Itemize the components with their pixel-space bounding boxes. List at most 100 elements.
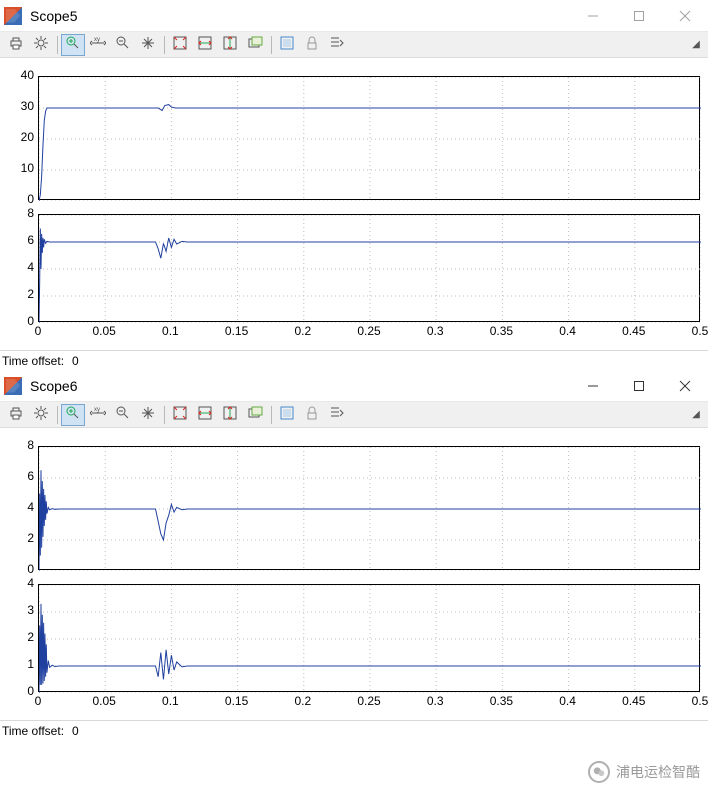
pan-icon [140, 405, 156, 424]
y-tick-label: 3 [4, 603, 34, 617]
print-button[interactable] [4, 34, 28, 56]
scale-x-icon [197, 405, 213, 424]
x-tick-label: 0.25 [354, 694, 384, 708]
plot-area: 024680123400.050.10.150.20.250.30.350.40… [0, 428, 708, 720]
autoscale-icon [172, 35, 188, 54]
settings-gear-button[interactable] [29, 34, 53, 56]
y-tick-label: 2 [4, 531, 34, 545]
scale-x-icon [197, 35, 213, 54]
zoom-in-icon [65, 405, 81, 424]
time-offset-value: 0 [72, 724, 79, 738]
plot-area: 0102030400246800.050.10.150.20.250.30.35… [0, 58, 708, 350]
lock-icon [304, 35, 320, 54]
signal-selector-button[interactable] [325, 34, 349, 56]
x-tick-label: 0.45 [619, 324, 649, 338]
scale-x-button[interactable] [193, 34, 217, 56]
autoscale-button[interactable] [168, 404, 192, 426]
y-tick-label: 30 [4, 99, 34, 113]
y-tick-label: 4 [4, 260, 34, 274]
window-title: Scope5 [30, 8, 77, 24]
zoom-xy-button[interactable]: xy [86, 34, 110, 56]
floating-scope-icon [247, 35, 263, 54]
toolbar-separator [57, 36, 58, 54]
scope-window: Scope6xy◢024680123400.050.10.150.20.250.… [0, 370, 708, 740]
x-tick-label: 0.05 [89, 694, 119, 708]
signal-selector-button[interactable] [325, 404, 349, 426]
status-bar: Time offset: 0 [0, 720, 708, 740]
lock-icon [304, 405, 320, 424]
zoom-xy-button[interactable]: xy [86, 404, 110, 426]
zoom-in-button[interactable] [61, 404, 85, 426]
y-tick-label: 4 [4, 576, 34, 590]
watermark-text: 浦电运检智酷 [616, 762, 700, 782]
x-tick-label: 0.15 [222, 324, 252, 338]
pan-button[interactable] [136, 404, 160, 426]
plot-canvas[interactable] [38, 76, 700, 200]
print-button[interactable] [4, 404, 28, 426]
x-tick-label: 0.1 [155, 694, 185, 708]
y-tick-label: 2 [4, 630, 34, 644]
scale-x-button[interactable] [193, 404, 217, 426]
zoom-out-button[interactable] [111, 404, 135, 426]
y-tick-label: 0 [4, 192, 34, 206]
y-tick-label: 1 [4, 657, 34, 671]
maximize-button[interactable] [616, 370, 662, 402]
toolbar-separator [271, 406, 272, 424]
pan-button[interactable] [136, 34, 160, 56]
scope-subplot: 010203040 [2, 76, 702, 208]
toolbar-overflow-icon[interactable]: ◢ [688, 34, 704, 56]
plot-canvas[interactable] [38, 584, 700, 692]
scale-y-button[interactable] [218, 404, 242, 426]
plot-canvas[interactable] [38, 446, 700, 570]
zoom-xy-icon: xy [90, 405, 106, 424]
close-button[interactable] [662, 0, 708, 32]
print-icon [8, 405, 24, 424]
zoom-out-icon [115, 405, 131, 424]
x-tick-label: 0 [23, 694, 53, 708]
scope-subplot: 0246800.050.10.150.20.250.30.350.40.450.… [2, 214, 702, 342]
plot-canvas[interactable] [38, 214, 700, 322]
toolbar-overflow-icon[interactable]: ◢ [688, 404, 704, 426]
settings-gear-icon [33, 35, 49, 54]
minimize-button[interactable] [570, 0, 616, 32]
settings-gear-button[interactable] [29, 404, 53, 426]
signal-line [39, 105, 701, 201]
titlebar: Scope5 [0, 0, 708, 32]
highlight-button[interactable] [275, 404, 299, 426]
x-tick-label: 0.45 [619, 694, 649, 708]
zoom-in-button[interactable] [61, 34, 85, 56]
x-tick-label: 0 [23, 324, 53, 338]
scale-y-icon [222, 405, 238, 424]
autoscale-button[interactable] [168, 34, 192, 56]
x-tick-label: 0.5 [685, 324, 708, 338]
floating-scope-icon [247, 405, 263, 424]
x-tick-label: 0.1 [155, 324, 185, 338]
time-offset-label: Time offset: [2, 724, 64, 738]
scope-window: Scope5xy◢0102030400246800.050.10.150.20.… [0, 0, 708, 370]
time-offset-value: 0 [72, 354, 79, 368]
y-tick-label: 40 [4, 68, 34, 82]
pan-icon [140, 35, 156, 54]
floating-scope-button[interactable] [243, 34, 267, 56]
x-tick-label: 0.4 [553, 324, 583, 338]
lock-button[interactable] [300, 34, 324, 56]
y-tick-label: 0 [4, 562, 34, 576]
toolbar-separator [57, 406, 58, 424]
scope-subplot: 02468 [2, 446, 702, 578]
y-tick-label: 8 [4, 438, 34, 452]
svg-text:xy: xy [94, 37, 100, 43]
floating-scope-button[interactable] [243, 404, 267, 426]
y-tick-label: 20 [4, 130, 34, 144]
close-button[interactable] [662, 370, 708, 402]
highlight-button[interactable] [275, 34, 299, 56]
x-tick-label: 0.2 [288, 694, 318, 708]
minimize-button[interactable] [570, 370, 616, 402]
time-offset-label: Time offset: [2, 354, 64, 368]
lock-button[interactable] [300, 404, 324, 426]
y-tick-label: 6 [4, 233, 34, 247]
matlab-app-icon [4, 7, 22, 25]
x-tick-label: 0.25 [354, 324, 384, 338]
scale-y-button[interactable] [218, 34, 242, 56]
zoom-out-button[interactable] [111, 34, 135, 56]
maximize-button[interactable] [616, 0, 662, 32]
